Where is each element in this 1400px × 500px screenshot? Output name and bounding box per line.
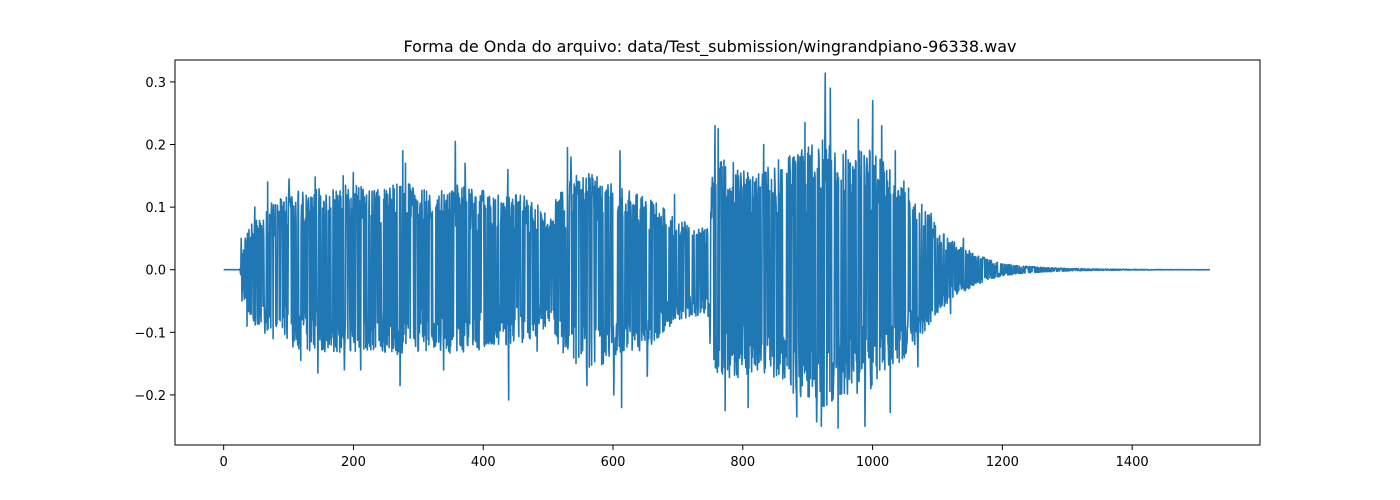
y-tick-label: 0.1 [145,201,166,216]
y-tick-label: 0.2 [145,139,166,154]
x-tick-label: 200 [341,455,366,470]
chart-title: Forma de Onda do arquivo: data/Test_subm… [404,37,1017,57]
y-tick-label: 0.3 [145,76,166,91]
x-tick-label: 1400 [1116,455,1149,470]
y-tick-label: −0.1 [134,326,166,341]
x-tick-label: 1200 [986,455,1019,470]
x-tick-label: 800 [730,455,755,470]
waveform-line [223,72,1211,429]
y-tick-label: −0.2 [134,389,166,404]
x-tick-label: 1000 [856,455,889,470]
y-tick-label: 0.0 [145,264,166,279]
x-tick-label: 600 [601,455,626,470]
y-axis: −0.2 −0.1 0.0 0.1 0.2 0.3 [134,76,175,404]
plot-area [223,72,1211,429]
x-tick-label: 0 [220,455,228,470]
plot-frame [174,59,1261,446]
x-tick-label: 400 [471,455,496,470]
x-axis: 0 200 400 600 800 1000 1200 1400 [220,445,1149,470]
